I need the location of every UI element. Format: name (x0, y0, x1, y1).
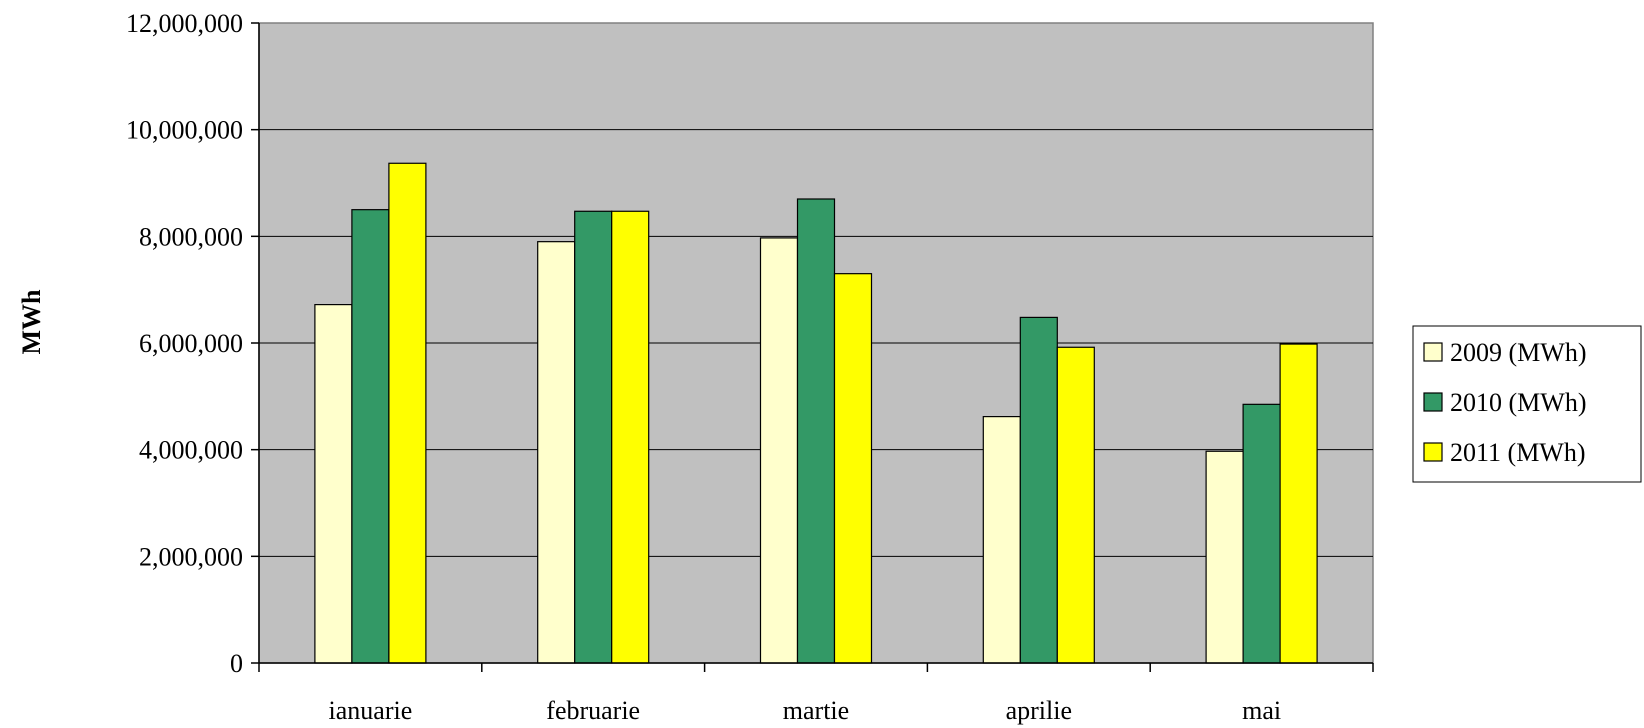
bar-mai-2009 (1205, 450, 1244, 664)
x-category-label: ianuarie (329, 696, 413, 725)
bar-ianuarie-2011 (388, 162, 427, 664)
bar-ianuarie-2010 (351, 209, 390, 664)
y-tick-label: 6,000,000 (139, 329, 243, 358)
y-tick-label: 10,000,000 (126, 116, 243, 145)
legend-swatch (1423, 392, 1443, 412)
bar-martie-2010 (796, 198, 836, 664)
legend-label: 2011 (MWh) (1450, 438, 1586, 467)
axes (251, 22, 1374, 672)
legend-label: 2010 (MWh) (1450, 388, 1586, 417)
bar-aprilie-2010 (1019, 316, 1058, 664)
bar-februarie-2010 (574, 210, 613, 664)
bar-februarie-2011 (611, 210, 650, 664)
legend-box (1412, 325, 1642, 483)
legend-swatch (1423, 342, 1443, 362)
bar-martie-2009 (759, 237, 799, 664)
y-tick-label: 4,000,000 (139, 436, 243, 465)
y-axis-title: MWh (17, 289, 46, 355)
legend-swatch (1423, 442, 1443, 462)
x-category-label: mai (1242, 696, 1281, 725)
x-category-label: februarie (546, 696, 640, 725)
y-tick-label: 8,000,000 (139, 222, 243, 251)
bar-mai-2011 (1279, 343, 1318, 664)
y-tick-label: 2,000,000 (139, 542, 243, 571)
bars (314, 162, 1318, 664)
bar-mai-2010 (1242, 403, 1281, 664)
bar-ianuarie-2009 (314, 304, 353, 664)
x-category-label: aprilie (1006, 696, 1072, 725)
y-tick-label: 12,000,000 (126, 9, 243, 38)
bar-aprilie-2011 (1056, 346, 1095, 664)
bar-aprilie-2009 (982, 416, 1021, 664)
y-tick-labels: 0 2,000,000 4,000,000 6,000,000 8,000,000 10,… (126, 9, 243, 678)
bar-februarie-2009 (537, 241, 576, 664)
legend-label: 2009 (MWh) (1450, 338, 1586, 367)
x-category-label: martie (783, 696, 849, 725)
legend: 2009 (MWh) 2010 (MWh) 2011 (MWh) (1412, 325, 1642, 483)
y-tick-label: 0 (230, 649, 243, 678)
x-category-labels: ianuarie februarie martie aprilie mai (329, 696, 1282, 725)
bar-martie-2011 (833, 273, 873, 664)
